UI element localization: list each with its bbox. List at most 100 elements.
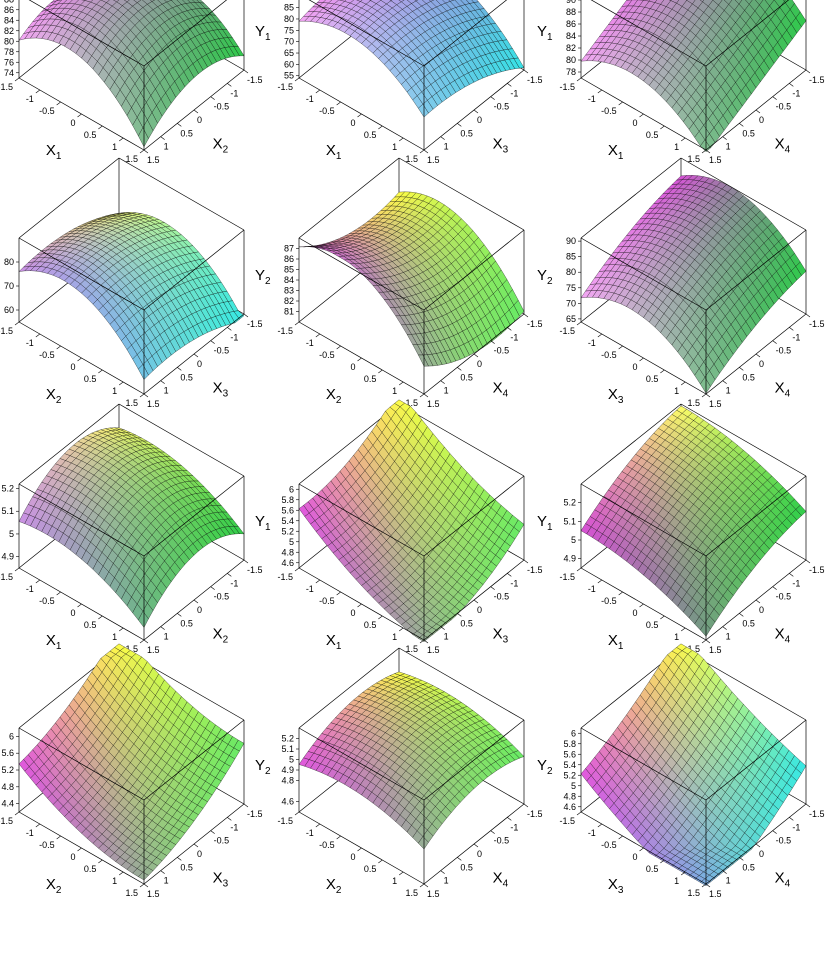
- z-tick-label: 70: [566, 298, 576, 308]
- x-tick-label: 1.5: [125, 154, 138, 164]
- y-tick-label: -0.5: [494, 592, 510, 602]
- y-tick-label: 1.5: [147, 155, 160, 165]
- z-tick-label: 5.2: [281, 526, 294, 536]
- y-tick-label: 1.5: [427, 645, 440, 655]
- x-axis-label: X1: [46, 142, 62, 162]
- y-tick-label: -1: [230, 88, 238, 98]
- x-axis-label-subscript: 3: [618, 395, 624, 406]
- y-axis-label-letter: X: [775, 136, 785, 153]
- y-axis-label-subscript: 4: [785, 145, 791, 156]
- y-tick-label: -1.5: [247, 75, 263, 85]
- y-tick-label: -1.5: [809, 75, 825, 85]
- z-tick-label: 70: [284, 37, 294, 47]
- y-axis-label-subscript: 4: [785, 389, 791, 400]
- z-tick-label: 5: [9, 529, 14, 539]
- x-axis-label-letter: X: [608, 386, 618, 403]
- y-tick-label: 1: [164, 142, 169, 152]
- y-tick-label: 1.5: [427, 155, 440, 165]
- y-axis-label-subscript: 4: [785, 635, 791, 646]
- x-axis-label: X1: [608, 632, 624, 652]
- y-axis-label-letter: X: [493, 136, 503, 153]
- y-tick-label: -1: [792, 578, 800, 588]
- x-axis-label-letter: X: [326, 386, 336, 403]
- y-tick-label: 0.5: [180, 128, 193, 138]
- x-tick-label: 1.5: [687, 398, 700, 408]
- surface-plot-7: 4.955.15.2Y1-1.5-1-0.500.511.5X1-1.5-1-0…: [0, 403, 266, 730]
- x-tick-label: -1.5: [277, 572, 293, 582]
- y-axis-label-subscript: 2: [223, 635, 229, 646]
- surface-plot-svg: 657075808590Y2-1.5-1-0.500.511.5X3-1.5-1…: [537, 157, 825, 409]
- x-tick-label: 0.5: [646, 374, 659, 384]
- surface-plot-6: 65 70 75 80 85 90 Y2 -1.5 -1 -0.5 0 0.5 1 1.5 X3 -1.5 -1…: [537, 157, 827, 484]
- z-tick-label: 5.8: [281, 495, 294, 505]
- x-tick-label: -1: [306, 584, 314, 594]
- z-tick-label: 82: [566, 43, 576, 53]
- x-tick-label: 0: [350, 608, 355, 618]
- z-axis-label-subscript: 1: [547, 522, 553, 533]
- y-tick-label: 0: [197, 115, 202, 125]
- y-tick-label: -1: [510, 332, 518, 342]
- y-axis-label-subscript: 4: [503, 389, 509, 400]
- x-tick-label: 0.5: [364, 374, 377, 384]
- z-tick-label: 82: [4, 26, 14, 36]
- z-tick-label: 4.6: [281, 558, 294, 568]
- y-tick-label: -0.5: [494, 346, 510, 356]
- y-tick-label: 1: [164, 632, 169, 642]
- x-axis-label: X1: [608, 142, 624, 162]
- y-tick-label: 0: [759, 359, 764, 369]
- y-tick-label: -0.5: [776, 592, 792, 602]
- y-tick-label: 1: [726, 632, 731, 642]
- y-tick-label: -0.5: [214, 592, 230, 602]
- surface-mesh: [18, 427, 245, 628]
- y-tick-label: -1: [230, 332, 238, 342]
- x-tick-label: 1.5: [405, 398, 418, 408]
- z-tick-label: 6: [289, 484, 294, 494]
- y-tick-label: 0.5: [742, 372, 755, 382]
- x-tick-label: 0: [350, 118, 355, 128]
- y-axis-label: X2: [213, 136, 229, 156]
- z-tick-label: 88: [566, 7, 576, 17]
- surface-plot-svg: 607080Y2-1.5-1-0.500.511.5X2-1.5-1-0.500…: [0, 157, 263, 409]
- z-tick-label: 75: [284, 25, 294, 35]
- surface-plot-svg: 78808284868890Y1-1.5-1-0.500.511.5X1-1.5…: [537, 0, 825, 165]
- x-tick-label: -0.5: [601, 596, 617, 606]
- y-tick-label: 1: [726, 386, 731, 396]
- y-tick-label: -1: [510, 88, 518, 98]
- x-axis-label-subscript: 2: [56, 395, 62, 406]
- y-axis-label: X3: [493, 136, 509, 156]
- surface-plot-8: 4.6 4.8 5 5.2 5.4 5.6 5.8 6 Y1 -1.5 -1 -0.5 0 0.5 1 1.5…: [255, 399, 546, 730]
- surface-plot-10: 4.44.85.25.66Y2-1.5-1-0.500.511.5X2-1.5-…: [0, 643, 266, 974]
- z-axis-label-subscript: 1: [265, 32, 271, 43]
- x-axis-label-letter: X: [608, 142, 618, 159]
- x-tick-label: 0.5: [84, 374, 97, 384]
- x-axis-label: X1: [326, 142, 342, 162]
- z-axis-label: Y1: [537, 23, 553, 43]
- x-tick-label: -1: [588, 94, 596, 104]
- y-tick-label: 0: [197, 605, 202, 615]
- z-tick-label: 5.2: [563, 498, 576, 508]
- z-tick-label: 84: [284, 275, 294, 285]
- x-tick-label: -1: [26, 584, 34, 594]
- y-tick-label: 0.5: [180, 618, 193, 628]
- z-axis-label-subscript: 2: [265, 276, 271, 287]
- x-tick-label: 1.5: [405, 644, 418, 654]
- surface-plot-3: 78 80 82 84 86 88 90 Y1 -1.5 -1 -0.5 0 0.5 1 1.5 X1 -1.5…: [537, 0, 827, 240]
- y-tick-label: -1.5: [809, 319, 825, 329]
- y-axis-label: X3: [213, 380, 229, 400]
- x-tick-label: -0.5: [319, 350, 335, 360]
- x-tick-label: 0: [632, 608, 637, 618]
- surface-mesh: [580, 0, 807, 152]
- x-tick-label: -0.5: [601, 350, 617, 360]
- y-tick-label: 0: [759, 605, 764, 615]
- z-tick-label: 78: [566, 67, 576, 77]
- x-tick-label: -1.5: [277, 82, 293, 92]
- x-axis-label: X2: [46, 386, 62, 406]
- z-axis-label-subscript: 1: [265, 522, 271, 533]
- y-tick-label: 0.5: [742, 128, 755, 138]
- z-tick-label: 84: [566, 31, 576, 41]
- y-tick-label: 1: [444, 142, 449, 152]
- x-tick-label: -0.5: [39, 106, 55, 116]
- y-tick-label: -1: [792, 332, 800, 342]
- z-tick-label: 75: [566, 283, 576, 293]
- x-tick-label: 1.5: [125, 398, 138, 408]
